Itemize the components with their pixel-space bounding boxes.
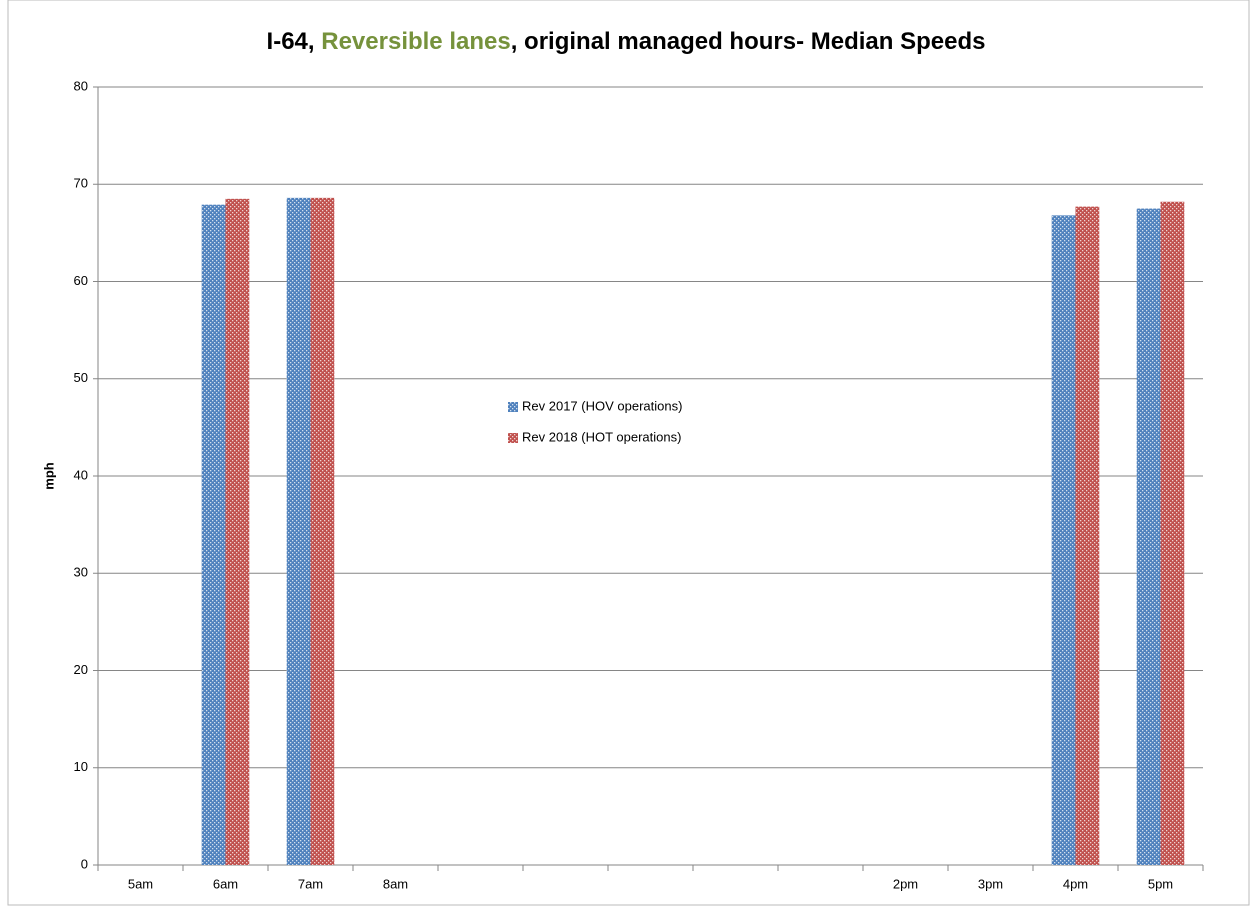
x-tick-label: 7am [298, 876, 323, 891]
bar [310, 197, 335, 866]
y-tick-label: 50 [74, 370, 88, 385]
y-tick-label: 30 [74, 565, 88, 580]
bar [1075, 206, 1100, 865]
y-tick-label: 80 [74, 78, 88, 93]
bar [286, 197, 311, 866]
x-tick-label: 8am [383, 876, 408, 891]
bar [1136, 208, 1161, 865]
bar [1160, 201, 1185, 865]
y-tick-label: 60 [74, 273, 88, 288]
title-part: I-64, [267, 28, 322, 55]
x-tick-label: 4pm [1063, 876, 1088, 891]
title-part: , original managed hours- Median Speeds [511, 28, 986, 55]
y-tick-label: 70 [74, 176, 88, 191]
chart-title: I-64, Reversible lanes, original managed… [267, 28, 986, 55]
title-part: Reversible lanes [321, 28, 510, 55]
legend-label: Rev 2018 (HOT operations) [522, 429, 681, 444]
legend-label: Rev 2017 (HOV operations) [522, 398, 682, 413]
x-tick-label: 5pm [1148, 876, 1173, 891]
x-tick-label: 2pm [893, 876, 918, 891]
y-tick-label: 10 [74, 759, 88, 774]
x-tick-label: 3pm [978, 876, 1003, 891]
y-tick-label: 40 [74, 467, 88, 482]
x-tick-label: 5am [128, 876, 153, 891]
bar [201, 204, 226, 866]
y-tick-label: 20 [74, 662, 88, 677]
legend-swatch [508, 433, 518, 443]
legend-swatch [508, 402, 518, 412]
y-tick-label: 0 [81, 856, 88, 871]
bar [1051, 215, 1076, 865]
x-tick-label: 6am [213, 876, 238, 891]
chart-border [7, 0, 1250, 906]
bar [225, 198, 250, 865]
y-axis-label: mph [41, 462, 56, 490]
